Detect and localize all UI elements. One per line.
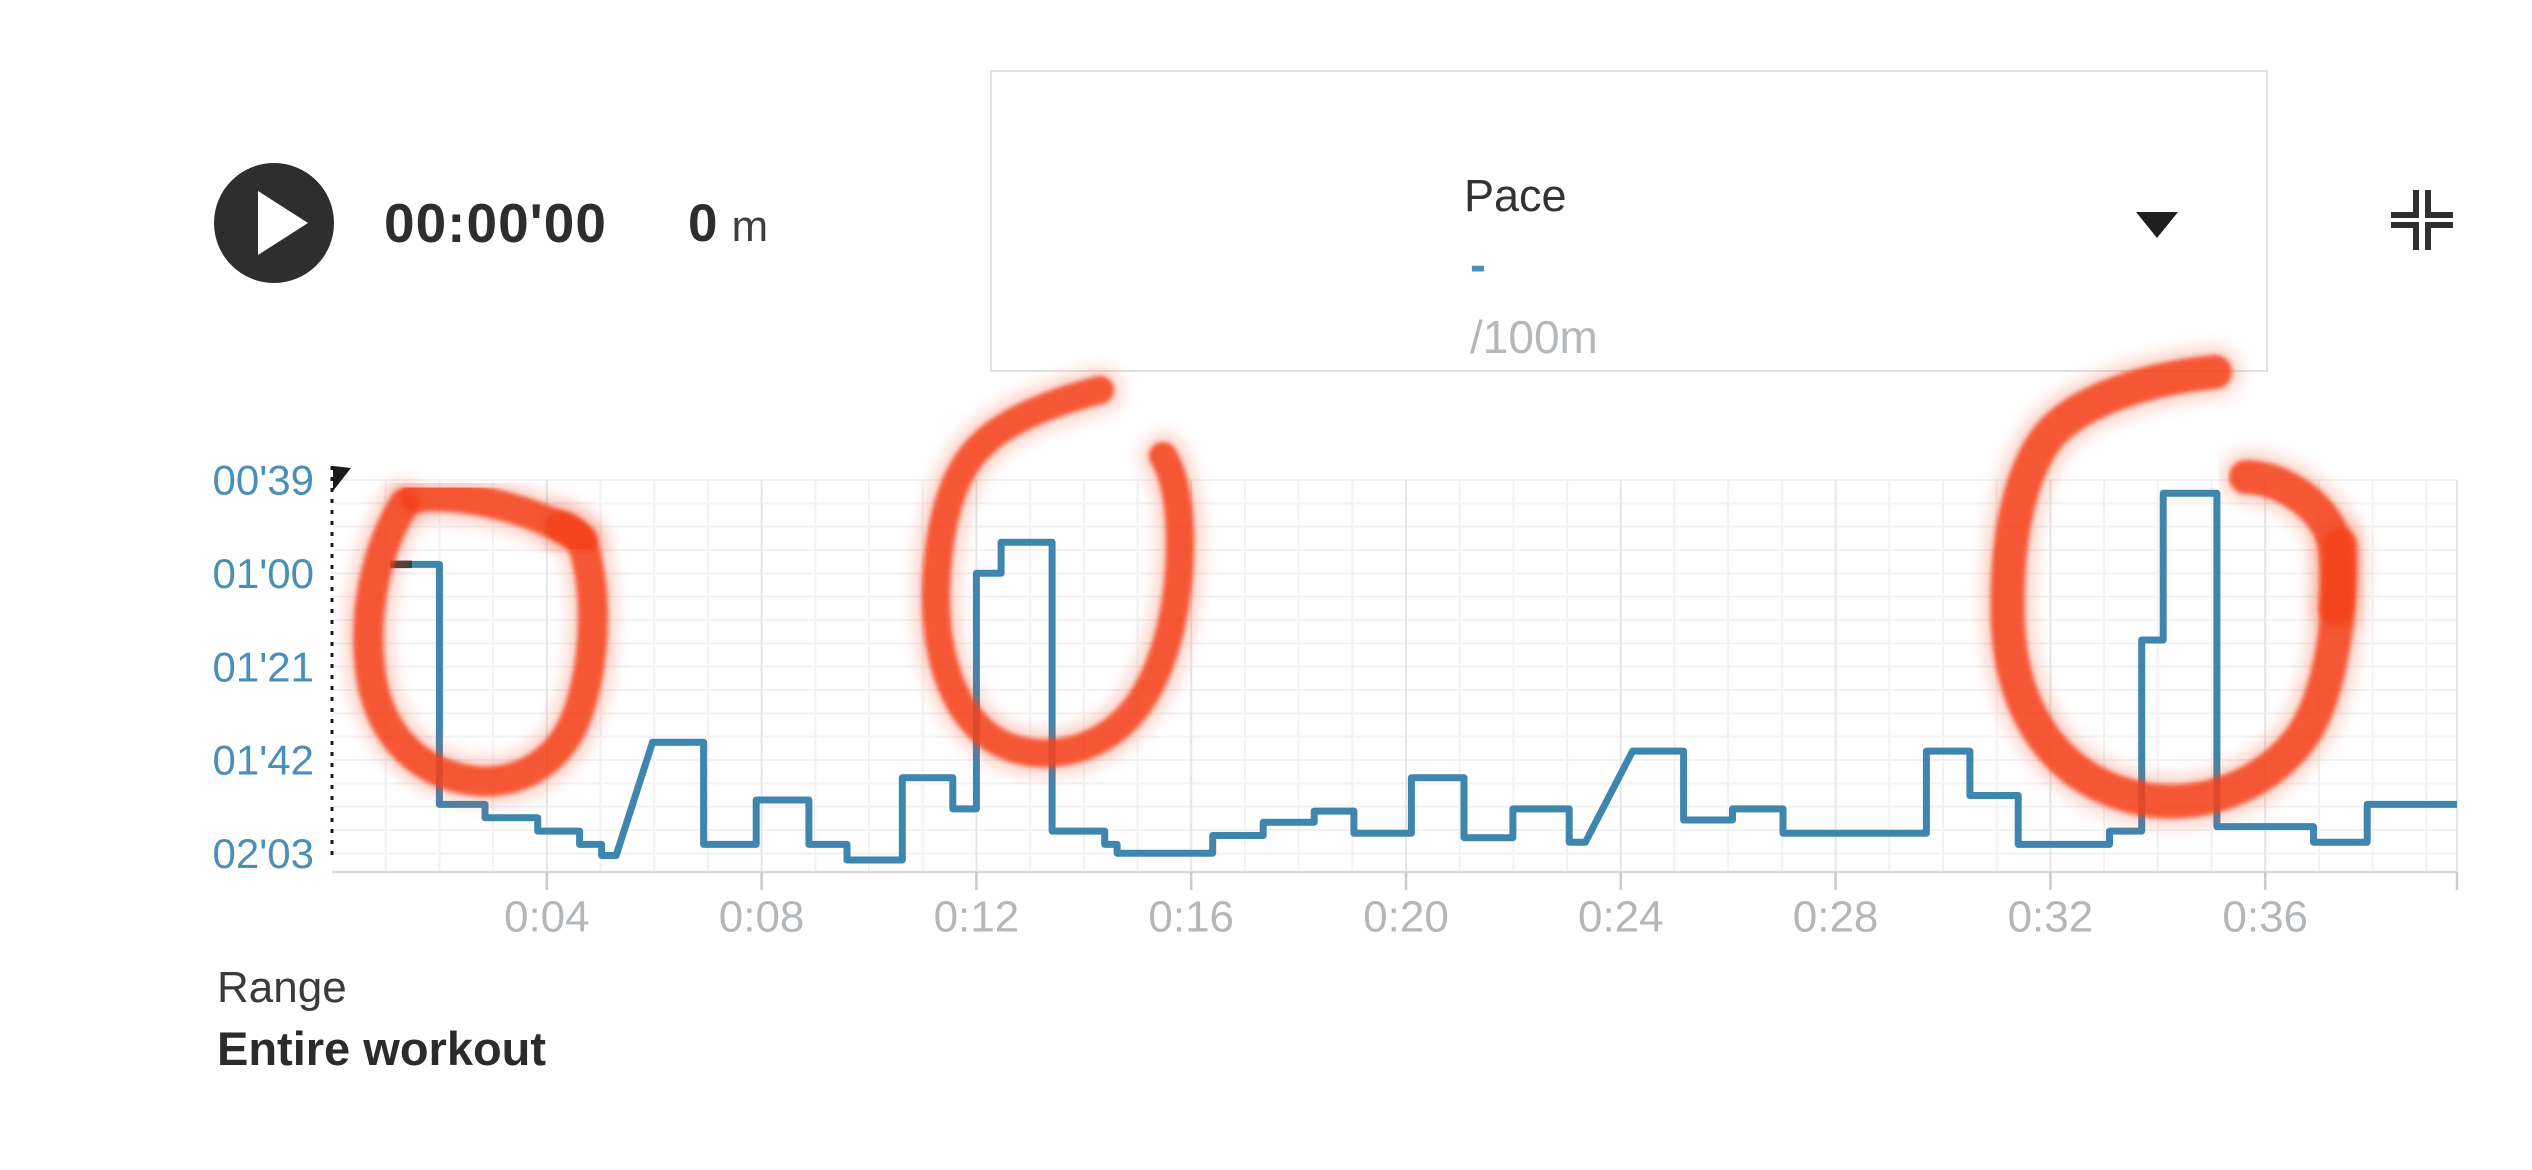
collapse-icon (2425, 190, 2453, 218)
y-tick-label: 01'21 (213, 643, 314, 690)
y-tick-label: 00'39 (213, 457, 314, 504)
x-axis-labels: 0:04 0:08 0:12 0:16 0:20 0:24 0:28 0:32 0:36 (504, 892, 2308, 941)
x-tick-label: 0:16 (1148, 892, 1234, 941)
metric-title: Pace (1464, 170, 1567, 221)
x-tick-label: 0:36 (2222, 892, 2308, 941)
distance-value: 0 (688, 194, 718, 253)
play-button[interactable] (214, 163, 334, 283)
x-tick-label: 0:08 (719, 892, 805, 941)
red-annotations (345, 347, 2366, 827)
x-tick-label: 0:24 (1578, 892, 1664, 941)
red-circle-3 (1990, 355, 2358, 819)
y-axis-labels: 00'39 01'00 01'21 01'42 02'03 (213, 457, 314, 877)
y-tick-label: 02'03 (213, 830, 314, 877)
axis-top-marker (333, 466, 351, 491)
chevron-down-icon[interactable] (2136, 212, 2178, 238)
distance-unit: m (731, 202, 769, 251)
x-tick-label: 0:12 (934, 892, 1020, 941)
metric-selector[interactable]: Pace - /100m (990, 70, 2268, 372)
elapsed-timer: 00:00'00 (384, 192, 607, 254)
x-tick-label: 0:28 (1793, 892, 1879, 941)
collapse-icon (2391, 190, 2419, 218)
collapse-icon (2391, 222, 2419, 250)
y-tick-label: 01'42 (213, 737, 314, 784)
x-tick-label: 0:32 (2008, 892, 2094, 941)
metric-value: - (1470, 239, 1486, 292)
collapse-view-button[interactable] (2391, 190, 2453, 250)
x-tick-label: 0:20 (1363, 892, 1449, 941)
y-tick-label: 01'00 (213, 550, 314, 597)
red-circle-3 (2229, 460, 2355, 625)
metric-unit: /100m (1470, 311, 1598, 363)
range-value-selector[interactable]: Entire workout (217, 1022, 547, 1075)
pace-line (390, 489, 2457, 864)
range-label: Range (217, 963, 347, 1012)
red-circle-1 (353, 489, 608, 797)
red-circle-2 (921, 376, 1195, 768)
x-tick-label: 0:04 (504, 892, 590, 941)
collapse-icon (2425, 222, 2453, 250)
play-icon (258, 191, 308, 255)
